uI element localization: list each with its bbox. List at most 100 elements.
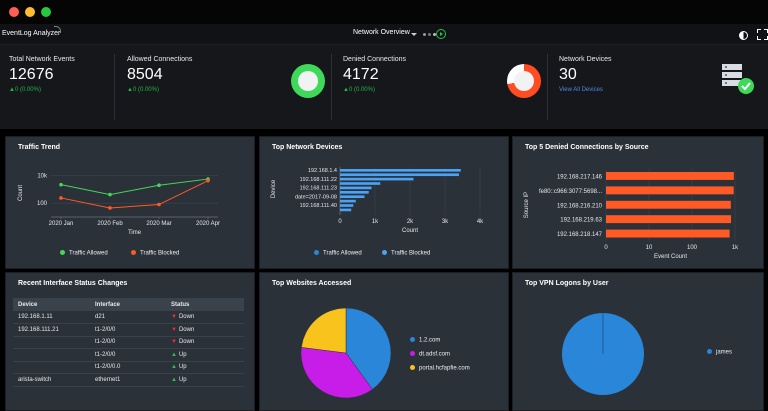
pie-slice — [300, 347, 373, 399]
bar — [606, 229, 730, 238]
theme-toggle-icon[interactable] — [737, 29, 748, 40]
stat-label: Denied Connections — [343, 56, 407, 63]
legend-label: dt.adsf.com — [419, 351, 451, 358]
data-point — [59, 182, 63, 187]
app-name: EventLog Analyzer — [2, 30, 61, 37]
x-tick-label: 0 — [338, 219, 342, 225]
status-cell: ▼ Down — [166, 311, 244, 324]
data-point — [108, 192, 112, 197]
top-websites-chart — [300, 307, 392, 399]
data-point — [157, 202, 161, 207]
interface-cell: d21 — [90, 311, 166, 324]
top-websites-panel: Top Websites Accessed 1.2.com dt.adsf.co… — [259, 272, 509, 411]
x-axis-label: Count — [402, 228, 418, 234]
top-vpn-chart — [562, 313, 644, 395]
next-page-icon[interactable] — [436, 29, 446, 39]
column-header-device[interactable]: Device — [13, 298, 90, 311]
stat-delta: ▲0 (0.00%) — [127, 87, 159, 93]
legend-label: Traffic Blocked — [140, 250, 180, 257]
status-up-icon: ▲ — [171, 364, 177, 371]
legend-item[interactable]: 1.2.com — [410, 337, 440, 344]
legend-label: Traffic Allowed — [69, 250, 108, 257]
legend-item-blocked[interactable]: Traffic Blocked — [131, 250, 179, 257]
denied-sources-panel: Top 5 Denied Connections by Source 0 10 10… — [512, 136, 764, 269]
stat-value: 8504 — [127, 66, 163, 83]
divider — [547, 54, 548, 120]
x-tick-label: 4k — [477, 219, 484, 225]
column-header-interface[interactable]: Interface — [90, 298, 166, 311]
x-tick-label: 100 — [687, 245, 698, 251]
legend-label: portal.hcfapfie.com — [419, 365, 470, 372]
traffic-trend-panel: Traffic Trend 10k 100 2020 Jan 2020 Feb 2020… — [5, 136, 255, 269]
stat-value: 4172 — [343, 66, 379, 83]
table-row[interactable]: 192.168.1.11 d21 ▼ Down — [13, 311, 244, 324]
interface-cell: t1-2/0/0 — [90, 323, 166, 337]
minimize-window-button[interactable] — [25, 7, 35, 17]
y-tick-label: 192.168.111.40 — [300, 203, 337, 209]
x-tick-label: 1k — [732, 245, 739, 251]
view-selector[interactable]: Network Overview — [353, 29, 410, 36]
x-tick-label: 1k — [372, 219, 379, 225]
column-header-status[interactable]: Status — [166, 298, 244, 311]
panel-title: Top Websites Accessed — [272, 280, 352, 287]
zoom-window-button[interactable] — [41, 7, 51, 17]
pie-slice — [301, 307, 347, 354]
y-tick-label: 192.168.216.210 — [557, 203, 603, 209]
legend-item-allowed[interactable]: Traffic Allowed — [60, 250, 108, 257]
window-titlebar — [0, 0, 768, 24]
interface-cell: t1-2/0/0 — [90, 336, 166, 349]
fullscreen-icon[interactable] — [757, 29, 768, 40]
legend-swatch — [60, 250, 65, 255]
bar — [340, 199, 356, 203]
legend-swatch — [131, 250, 136, 255]
x-axis-label: Event Count — [654, 254, 687, 260]
interface-cell: t1-2/0/0 — [90, 348, 166, 362]
table-header-row: Device Interface Status — [13, 298, 244, 311]
bar — [606, 172, 734, 180]
top-devices-panel: Top Network Devices 0 1k 2k 3k 4k 192.168.1.4… — [259, 136, 509, 269]
table-row[interactable]: arista-switch ethernet1 ▲ Up — [13, 373, 244, 387]
summary-strip: Total Network Events 12676 ▲0 (0.00%) Al… — [0, 45, 768, 129]
x-tick-label: 2020 Jan — [49, 221, 74, 227]
device-cell — [13, 348, 90, 362]
legend-item[interactable]: dt.adsf.com — [410, 351, 450, 358]
chevron-down-icon[interactable] — [411, 33, 417, 36]
y-tick-label: 192.168.111.22 — [300, 177, 337, 183]
top-devices-chart: 0 1k 2k 3k 4k 192.168.1.4 192.168.111.22 192.16… — [271, 167, 484, 234]
device-cell — [13, 361, 90, 374]
top-vpn-panel: Top VPN Logons by User james — [512, 272, 764, 411]
view-all-devices-link[interactable]: View All Devices — [559, 87, 603, 93]
legend-label: Traffic Allowed — [323, 250, 362, 257]
status-down-icon: ▼ — [171, 314, 177, 320]
stat-delta: ▲0 (0.00%) — [9, 87, 41, 93]
legend-item[interactable]: portal.hcfapfie.com — [410, 365, 470, 372]
y-axis-label: Device — [271, 179, 277, 198]
status-up-icon: ▲ — [171, 351, 177, 358]
legend-item-allowed[interactable]: Traffic Allowed — [314, 250, 362, 257]
table-row[interactable]: t1-2/0/0.0 ▲ Up — [13, 361, 244, 374]
panel-title: Top Network Devices — [272, 144, 343, 151]
device-cell: 192.168.111.21 — [13, 323, 90, 337]
legend-label: james — [716, 349, 733, 356]
legend-swatch — [382, 250, 387, 255]
panel-title: Recent Interface Status Changes — [18, 280, 128, 287]
interface-cell: t1-2/0/0.0 — [90, 361, 166, 374]
bar — [340, 204, 354, 207]
y-tick-label: 192.168.111.23 — [300, 186, 337, 192]
status-up-icon: ▲ — [171, 376, 177, 383]
data-point — [108, 206, 112, 210]
table-row[interactable]: 192.168.111.21 t1-2/0/0 ▼ Down — [13, 323, 244, 337]
status-cell: ▲ Up — [166, 348, 244, 362]
device-cell — [13, 336, 90, 349]
series-line-allowed — [60, 178, 209, 196]
table-row[interactable]: t1-2/0/0 ▼ Down — [13, 336, 244, 349]
status-cell: ▼ Down — [166, 323, 244, 337]
status-text: Up — [178, 364, 187, 371]
bar — [340, 173, 459, 177]
legend-item-blocked[interactable]: Traffic Blocked — [382, 250, 430, 257]
legend-item[interactable]: james — [707, 349, 732, 356]
table-row[interactable]: t1-2/0/0 ▲ Up — [13, 348, 244, 362]
close-window-button[interactable] — [9, 7, 19, 17]
status-cell: ▲ Up — [166, 361, 244, 374]
bar — [606, 200, 731, 209]
